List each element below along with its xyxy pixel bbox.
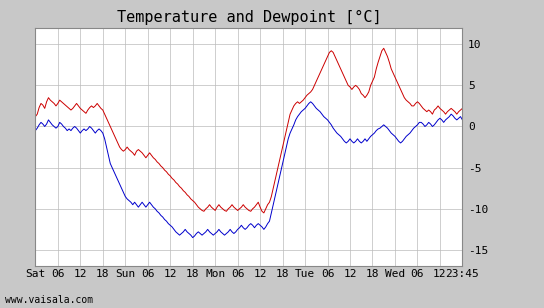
- Text: www.vaisala.com: www.vaisala.com: [5, 295, 94, 305]
- Title: Temperature and Dewpoint [°C]: Temperature and Dewpoint [°C]: [116, 10, 381, 25]
